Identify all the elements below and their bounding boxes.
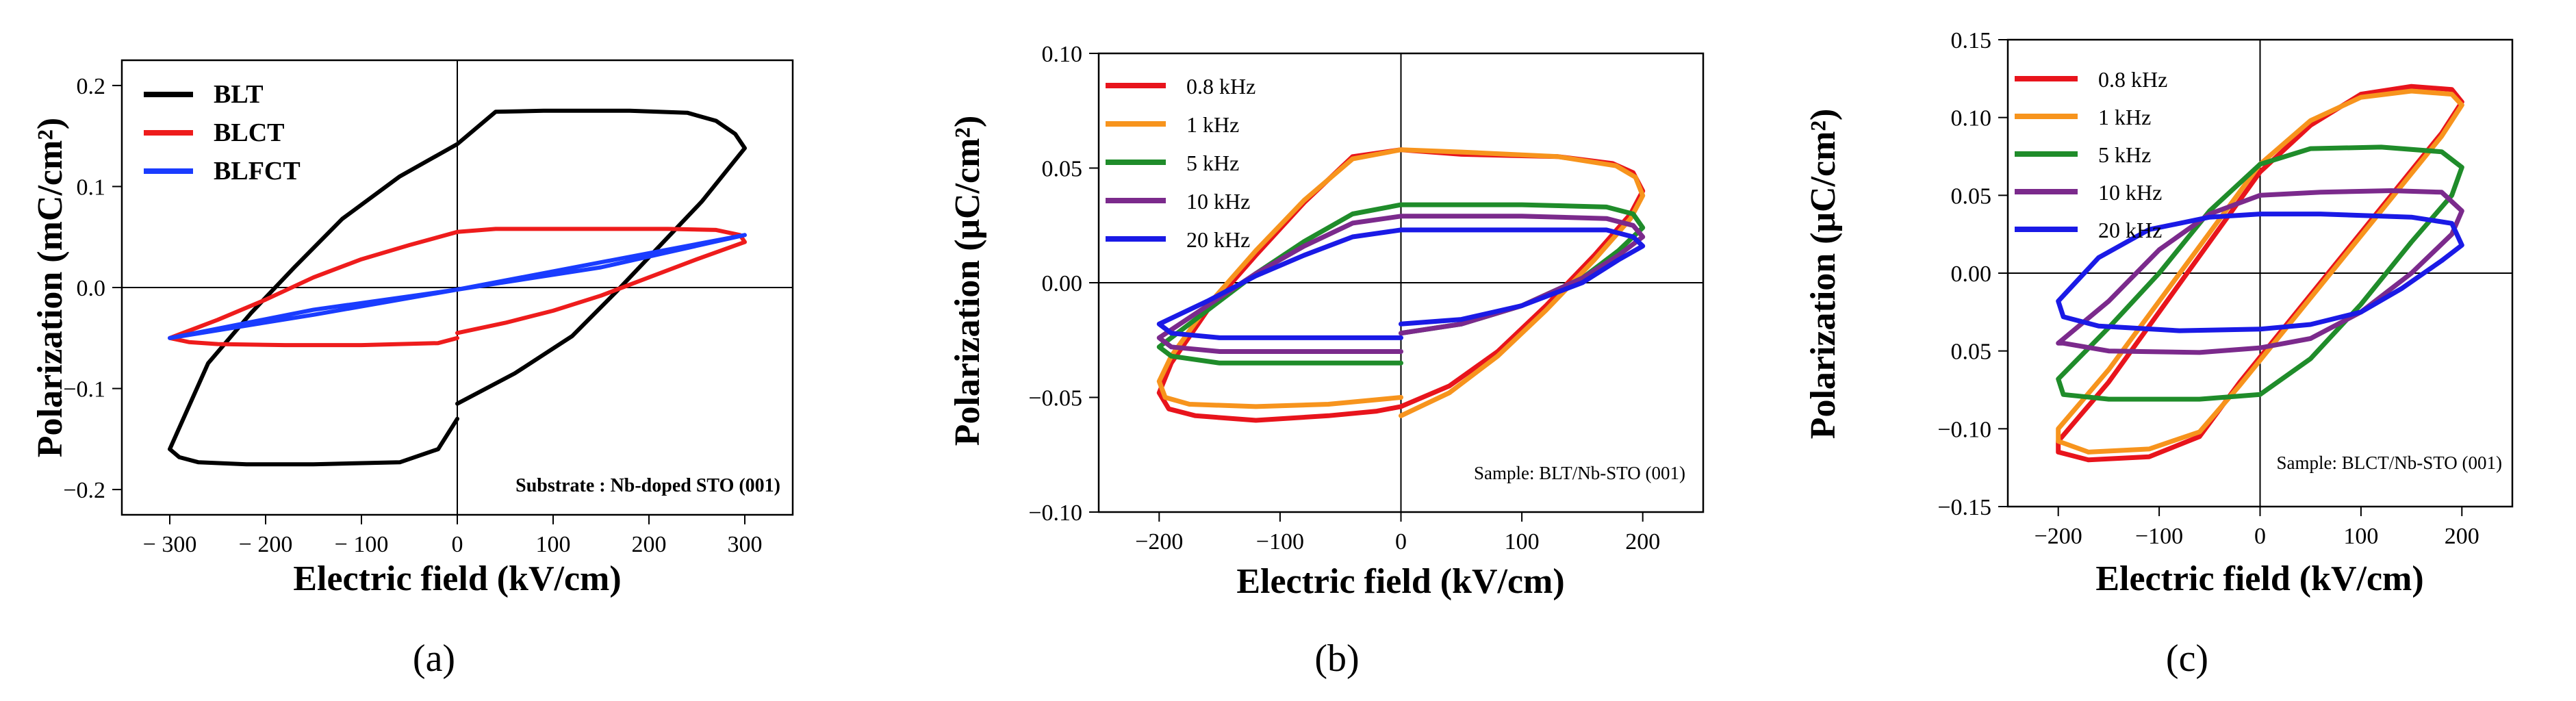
legend-label: 20 kHz xyxy=(1186,227,1250,252)
x-tick-label: 300 xyxy=(728,532,763,557)
x-axis-title: Electric field (kV/cm) xyxy=(2095,559,2423,598)
y-tick-label: 0.15 xyxy=(1951,28,1992,53)
panel-label: (a) xyxy=(413,637,455,680)
legend-label: 10 kHz xyxy=(2098,180,2162,205)
x-tick-label: 100 xyxy=(2343,524,2378,549)
legend: 0.8 kHz 1 kHz 5 kHz 10 kHz 20 kHz xyxy=(1106,74,1255,252)
legend-label: 10 kHz xyxy=(1186,189,1250,214)
y-tick-label: 0.2 xyxy=(77,74,106,99)
y-tick-label: 0.05 xyxy=(1951,183,1992,209)
x-tick-label: −200 xyxy=(1135,529,1183,555)
y-tick-label: −0.10 xyxy=(1937,417,1991,442)
legend-label: 1 kHz xyxy=(1186,112,1239,137)
series-line-10-khz xyxy=(1156,214,1646,354)
series-line-1-khz xyxy=(1156,147,1646,418)
series-line-blfct xyxy=(168,233,747,340)
chart-panel-c: −200 −100 0 100 200 −0.15 −0.10 0.05 0.00 0.05 0.1… xyxy=(1804,28,2514,680)
x-axis-title: Electric field (kV/cm) xyxy=(293,559,621,598)
x-tick-label: 0 xyxy=(2254,524,2266,549)
x-tick-label: 200 xyxy=(1625,529,1660,555)
x-tick-label: 200 xyxy=(632,532,667,557)
x-tick-label: 100 xyxy=(536,532,571,557)
y-tick-label: 0.05 xyxy=(1042,157,1083,182)
x-tick-label: − 300 xyxy=(143,532,197,557)
sample-annotation: Substrate : Nb-doped STO (001) xyxy=(515,475,780,496)
y-axis-title: Polarization (μC/cm²) xyxy=(1804,109,1843,439)
y-tick-label: −0.10 xyxy=(1028,500,1082,526)
x-tick-label: −100 xyxy=(1256,529,1304,555)
y-tick-label: −0.05 xyxy=(1028,386,1082,411)
legend-label: 0.8 kHz xyxy=(2098,67,2167,92)
series-line-20-khz xyxy=(2056,212,2464,333)
chart-panel-a: − 300 − 200 − 100 0 100 200 300 −0.2 −0.1 0.0 0.1 0… xyxy=(31,59,794,680)
legend-label: 1 kHz xyxy=(2098,105,2151,129)
x-tick-label: −100 xyxy=(2135,524,2183,549)
x-tick-label: 200 xyxy=(2445,524,2479,549)
y-tick-label: −0.1 xyxy=(63,377,105,403)
y-tick-label: 0.0 xyxy=(77,276,106,301)
y-tick-label: 0.00 xyxy=(1951,262,1992,287)
x-tick-label: 100 xyxy=(1505,529,1540,555)
panel-label: (c) xyxy=(2166,637,2208,680)
y-tick-label: 0.00 xyxy=(1042,271,1083,296)
x-tick-label: −200 xyxy=(2035,524,2082,549)
legend: 0.8 kHz 1 kHz 5 kHz 10 kHz 20 kHz xyxy=(2015,67,2167,242)
legend-label: 20 kHz xyxy=(2098,218,2162,242)
y-tick-label: 0.10 xyxy=(1951,106,1992,131)
y-tick-label: −0.2 xyxy=(63,478,105,503)
legend-label: 5 kHz xyxy=(1186,151,1239,175)
x-tick-label: 0 xyxy=(452,532,463,557)
y-axis-title: Polarization (μC/cm²) xyxy=(948,116,987,446)
legend-label: BLT xyxy=(214,80,264,109)
x-axis-title: Electric field (kV/cm) xyxy=(1236,562,1564,601)
x-tick-label: − 100 xyxy=(335,532,389,557)
legend-label: BLCT xyxy=(214,118,284,147)
legend-label: 0.8 kHz xyxy=(1186,74,1255,99)
legend-label: BLFCT xyxy=(214,157,301,186)
series-line-1-khz xyxy=(2056,88,2464,455)
series-line-blct xyxy=(168,227,747,348)
y-tick-label: −0.15 xyxy=(1937,495,1991,520)
y-tick-label: 0.10 xyxy=(1042,42,1083,67)
sample-annotation: Sample: BLCT/Nb-STO (001) xyxy=(2277,453,2502,473)
sample-annotation: Sample: BLT/Nb-STO (001) xyxy=(1474,463,1685,483)
chart-panel-b: −200 −100 0 100 200 −0.10 −0.05 0.00 0.05 0.10 0.8… xyxy=(948,42,1705,680)
y-tick-label: 0.05 xyxy=(1951,340,1992,365)
x-tick-label: − 200 xyxy=(239,532,293,557)
y-axis-title: Polarization (mC/cm²) xyxy=(31,118,70,457)
series-line-blt xyxy=(168,108,747,467)
y-tick-label: 0.1 xyxy=(77,175,106,200)
series-line-20-khz xyxy=(1156,227,1646,340)
panel-label: (b) xyxy=(1314,637,1359,680)
legend: BLT BLCT BLFCT xyxy=(144,80,301,186)
legend-label: 5 kHz xyxy=(2098,142,2151,167)
x-tick-label: 0 xyxy=(1395,529,1407,555)
